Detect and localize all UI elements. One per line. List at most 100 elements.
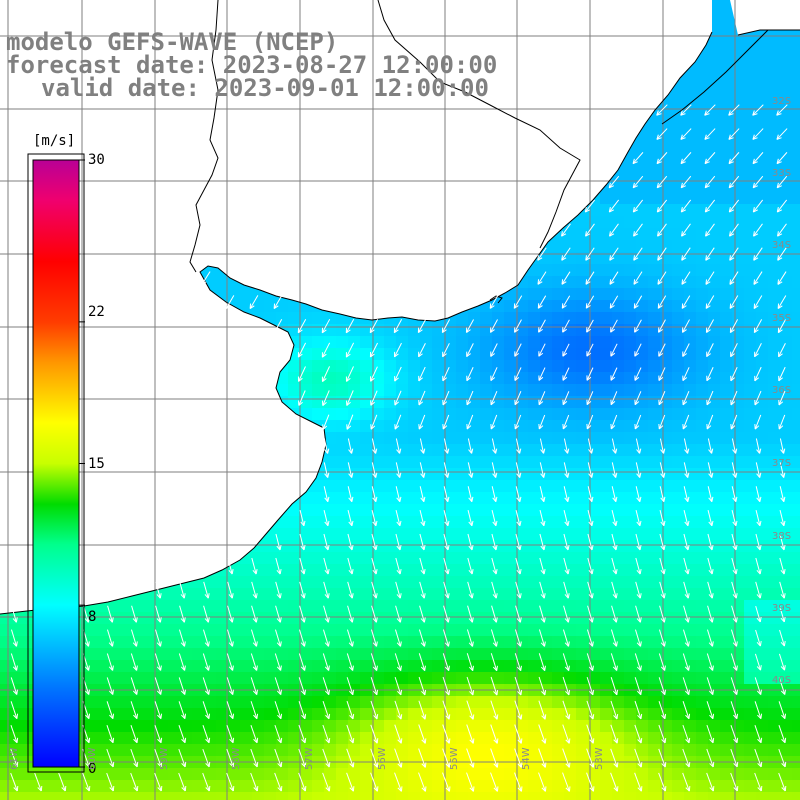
speed-cell [672,516,684,528]
speed-cell [372,600,384,612]
speed-cell [636,192,648,204]
speed-cell [384,672,396,684]
speed-cell [516,672,528,684]
speed-cell [396,456,408,468]
speed-cell [408,672,420,684]
speed-cell [696,432,708,444]
speed-cell [312,696,324,708]
speed-cell [288,648,300,660]
speed-cell [648,180,660,192]
speed-cell [684,384,696,396]
speed-cell [768,516,780,528]
speed-cell [696,312,708,324]
speed-cell [720,768,732,780]
speed-cell [252,648,264,660]
speed-cell [720,24,732,36]
speed-cell [564,360,576,372]
speed-cell [552,792,564,800]
speed-cell [360,552,372,564]
speed-cell [696,696,708,708]
speed-cell [312,624,324,636]
speed-cell [180,696,192,708]
speed-cell [612,696,624,708]
speed-cell [696,180,708,192]
speed-cell [792,444,800,456]
speed-cell [720,648,732,660]
speed-cell [720,576,732,588]
speed-cell [480,576,492,588]
speed-cell [540,744,552,756]
speed-cell [600,372,612,384]
speed-cell [648,576,660,588]
speed-cell [648,156,660,168]
speed-cell [432,348,444,360]
speed-cell [540,288,552,300]
speed-cell [612,276,624,288]
speed-cell [780,552,792,564]
speed-cell [732,48,744,60]
speed-cell [468,384,480,396]
speed-cell [216,612,228,624]
speed-cell [552,588,564,600]
speed-cell [528,780,540,792]
speed-cell [720,276,732,288]
speed-cell [720,588,732,600]
speed-cell [384,348,396,360]
speed-cell [756,108,768,120]
speed-cell [696,336,708,348]
speed-cell [732,336,744,348]
speed-cell [408,588,420,600]
speed-cell [576,600,588,612]
speed-cell [576,480,588,492]
speed-cell [636,696,648,708]
speed-cell [468,624,480,636]
speed-cell [540,624,552,636]
speed-cell [576,612,588,624]
speed-cell [288,720,300,732]
speed-cell [636,204,648,216]
speed-cell [576,672,588,684]
speed-cell [756,216,768,228]
speed-cell [396,552,408,564]
speed-cell [408,624,420,636]
speed-cell [168,588,180,600]
speed-cell [768,204,780,216]
speed-cell [120,744,132,756]
speed-cell [456,720,468,732]
speed-cell [768,624,780,636]
speed-cell [600,588,612,600]
speed-cell [288,708,300,720]
speed-cell [672,96,684,108]
speed-cell [732,216,744,228]
speed-cell [624,168,636,180]
speed-cell [696,84,708,96]
speed-cell [552,660,564,672]
speed-cell [720,792,732,800]
speed-cell [420,456,432,468]
speed-cell [720,12,732,24]
speed-cell [756,72,768,84]
speed-cell [792,564,800,576]
speed-cell [480,708,492,720]
speed-cell [696,552,708,564]
speed-cell [564,288,576,300]
speed-cell [576,780,588,792]
speed-cell [756,288,768,300]
speed-cell [756,168,768,180]
speed-cell [648,732,660,744]
speed-cell [768,636,780,648]
speed-cell [456,660,468,672]
speed-cell [720,432,732,444]
speed-cell [372,432,384,444]
speed-cell [672,780,684,792]
speed-cell [456,576,468,588]
speed-cell [504,408,516,420]
speed-cell [468,456,480,468]
speed-cell [432,492,444,504]
speed-cell [216,732,228,744]
speed-cell [744,624,756,636]
speed-cell [756,156,768,168]
speed-cell [732,168,744,180]
speed-cell [540,792,552,800]
